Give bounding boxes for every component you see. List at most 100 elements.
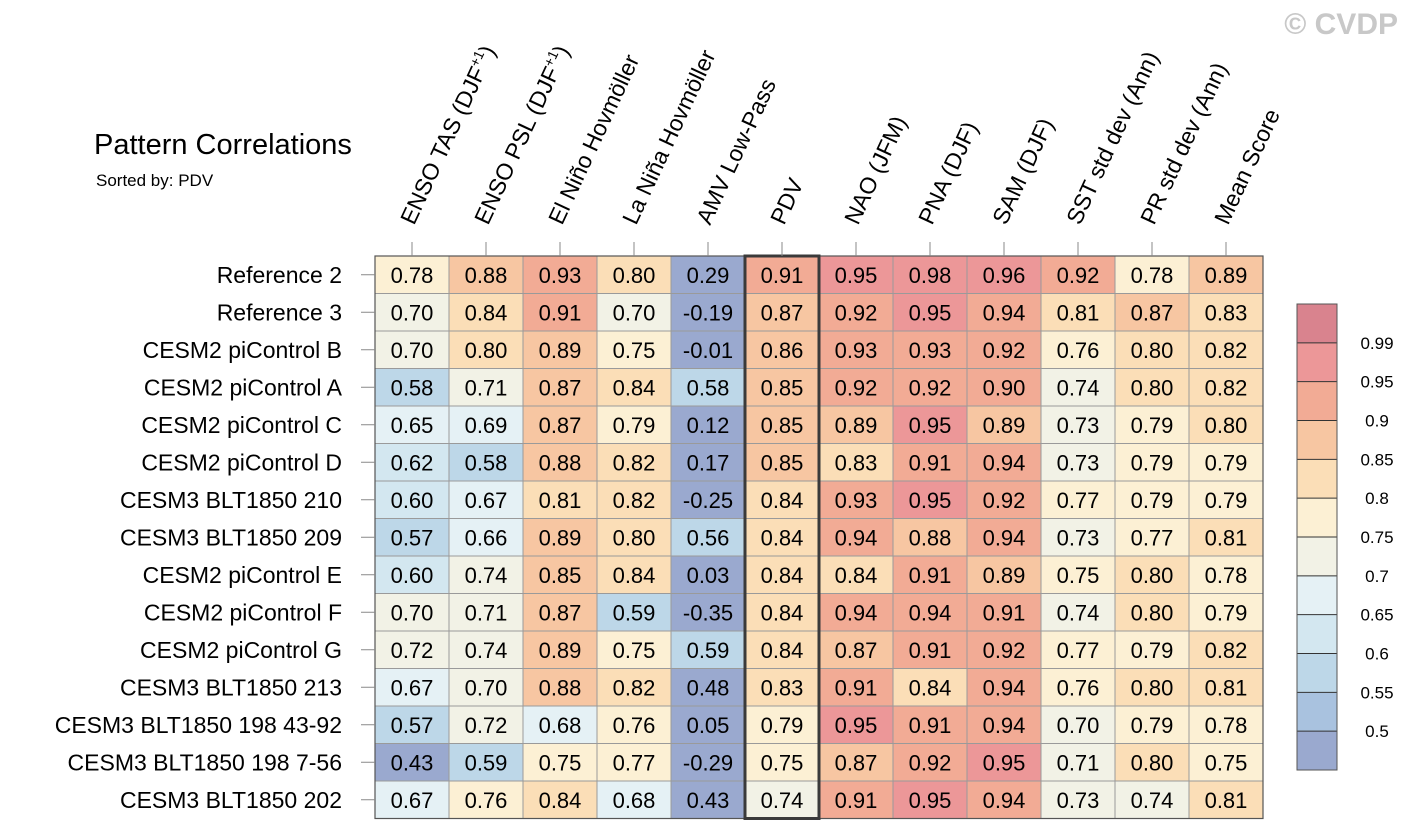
cell-value: 0.56: [687, 525, 730, 550]
cell-value: -0.29: [683, 750, 733, 775]
cell-value: 0.91: [983, 600, 1026, 625]
colorbar-segment: [1297, 420, 1337, 460]
colorbar-label: 0.7: [1365, 567, 1389, 586]
cell-value: 0.74: [465, 638, 508, 663]
cell-value: 0.66: [465, 525, 508, 550]
cell-value: 0.82: [613, 488, 656, 513]
heatmap-cell: [448, 293, 524, 332]
cell-value: 0.59: [613, 600, 656, 625]
colorbar-label: 0.6: [1365, 645, 1389, 664]
heatmap-cell: [596, 705, 672, 744]
colorbar-label: 0.99: [1360, 334, 1393, 353]
heatmap-cell: [522, 443, 598, 482]
cell-value: 0.74: [1131, 788, 1174, 813]
heatmap-cell: [966, 743, 1042, 782]
cell-value: 0.76: [465, 788, 508, 813]
heatmap-cell: [448, 593, 524, 632]
cell-value: 0.70: [465, 675, 508, 700]
cell-value: 0.87: [539, 600, 582, 625]
cell-value: 0.12: [687, 413, 730, 438]
cell-value: -0.35: [683, 600, 733, 625]
cell-value: 0.81: [539, 488, 582, 513]
cell-value: 0.82: [1205, 338, 1248, 363]
heatmap-cell: [374, 705, 450, 744]
row-label: Reference 2: [217, 262, 342, 288]
heatmap-cell: [1188, 630, 1264, 669]
cell-value: 0.05: [687, 713, 730, 738]
column-label: Mean Score: [1209, 105, 1285, 228]
cell-value: 0.82: [1205, 638, 1248, 663]
cell-value: 0.73: [1057, 525, 1100, 550]
heatmap-cell: [596, 293, 672, 332]
cell-value: 0.71: [1057, 750, 1100, 775]
cell-value: 0.65: [391, 413, 434, 438]
heatmap-cell: [818, 293, 894, 332]
heatmap-cell: [522, 630, 598, 669]
cell-value: 0.91: [909, 713, 952, 738]
cell-value: 0.92: [909, 750, 952, 775]
row-label: CESM2 piControl C: [141, 412, 342, 438]
row-label: CESM2 piControl F: [144, 599, 342, 625]
cell-value: 0.82: [1205, 375, 1248, 400]
cell-value: 0.88: [465, 263, 508, 288]
cell-value: 0.57: [391, 713, 434, 738]
cell-value: 0.74: [1057, 375, 1100, 400]
heatmap-cell: [892, 630, 968, 669]
heatmap-cell: [1040, 518, 1116, 557]
heatmap-cell: [1040, 368, 1116, 407]
heatmap-cell: [966, 668, 1042, 707]
heatmap-cell: [966, 405, 1042, 444]
heatmap-cell: [744, 743, 820, 782]
cell-value: 0.67: [391, 675, 434, 700]
cell-value: 0.85: [761, 413, 804, 438]
cell-value: 0.68: [613, 788, 656, 813]
cell-value: 0.43: [391, 750, 434, 775]
cell-value: 0.89: [539, 338, 582, 363]
colorbar-label: 0.9: [1365, 412, 1389, 431]
heatmap-cell: [818, 555, 894, 594]
colorbar-segment: [1297, 575, 1337, 615]
cell-value: 0.73: [1057, 413, 1100, 438]
cell-value: 0.75: [1057, 563, 1100, 588]
colorbar-frame: [1296, 303, 1338, 771]
heatmap-cell: [1114, 443, 1190, 482]
heatmap-cell: [892, 255, 968, 294]
chart-subtitle: Sorted by: PDV: [96, 171, 214, 190]
cell-value: 0.95: [909, 788, 952, 813]
heatmap-cell: [1040, 593, 1116, 632]
cell-value: 0.81: [1205, 788, 1248, 813]
heatmap-cell: [1188, 480, 1264, 519]
cell-value: 0.84: [761, 525, 804, 550]
heatmap-cell: [522, 555, 598, 594]
cell-value: 0.89: [539, 638, 582, 663]
cell-value: 0.29: [687, 263, 730, 288]
cell-value: 0.93: [909, 338, 952, 363]
cell-value: 0.79: [1131, 638, 1174, 663]
cell-value: 0.89: [1205, 263, 1248, 288]
column-label-text: AMV Low-Pass: [691, 75, 781, 228]
colorbar-segment: [1297, 537, 1337, 576]
cell-value: 0.95: [909, 300, 952, 325]
cell-value: 0.71: [465, 600, 508, 625]
cell-value: 0.86: [761, 338, 804, 363]
heatmap-cell: [892, 368, 968, 407]
cell-value: 0.81: [1057, 300, 1100, 325]
cell-value: 0.84: [761, 638, 804, 663]
colorbar-segment: [1297, 614, 1337, 654]
column-label: SAM (DJF): [987, 114, 1059, 228]
heatmap-cell: [966, 293, 1042, 332]
column-label-text: PDV: [765, 174, 809, 228]
heatmap-cell: [966, 330, 1042, 369]
cell-value: 0.70: [1057, 713, 1100, 738]
cell-value: 0.48: [687, 675, 730, 700]
heatmap-cell: [448, 555, 524, 594]
row-label: CESM2 piControl A: [144, 374, 343, 400]
cell-value: 0.92: [983, 338, 1026, 363]
cell-value: 0.82: [613, 675, 656, 700]
heatmap-cell: [892, 593, 968, 632]
colorbar-segment: [1297, 381, 1337, 421]
heatmap-cell: [448, 330, 524, 369]
cell-value: 0.88: [539, 675, 582, 700]
cell-value: 0.80: [1131, 338, 1174, 363]
